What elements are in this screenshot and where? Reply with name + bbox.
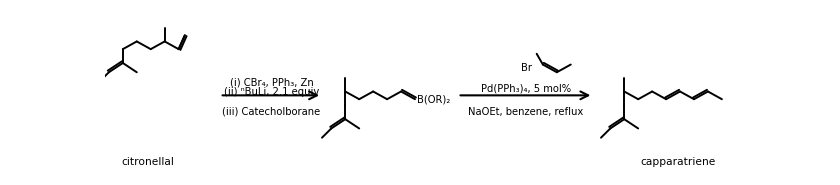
Text: (iii) Catecholborane: (iii) Catecholborane <box>223 107 321 117</box>
Text: Br: Br <box>521 63 532 73</box>
Text: (ii) ⁿBuLi, 2.1 equiv: (ii) ⁿBuLi, 2.1 equiv <box>224 87 319 97</box>
Text: capparatriene: capparatriene <box>641 157 717 167</box>
Text: NaOEt, benzene, reflux: NaOEt, benzene, reflux <box>468 107 584 117</box>
Text: B(OR)₂: B(OR)₂ <box>417 94 450 104</box>
Text: citronellal: citronellal <box>121 157 174 167</box>
Text: Pd(PPh₃)₄, 5 mol%: Pd(PPh₃)₄, 5 mol% <box>480 84 571 94</box>
Text: (i) CBr₄, PPh₃, Zn: (i) CBr₄, PPh₃, Zn <box>230 78 313 88</box>
